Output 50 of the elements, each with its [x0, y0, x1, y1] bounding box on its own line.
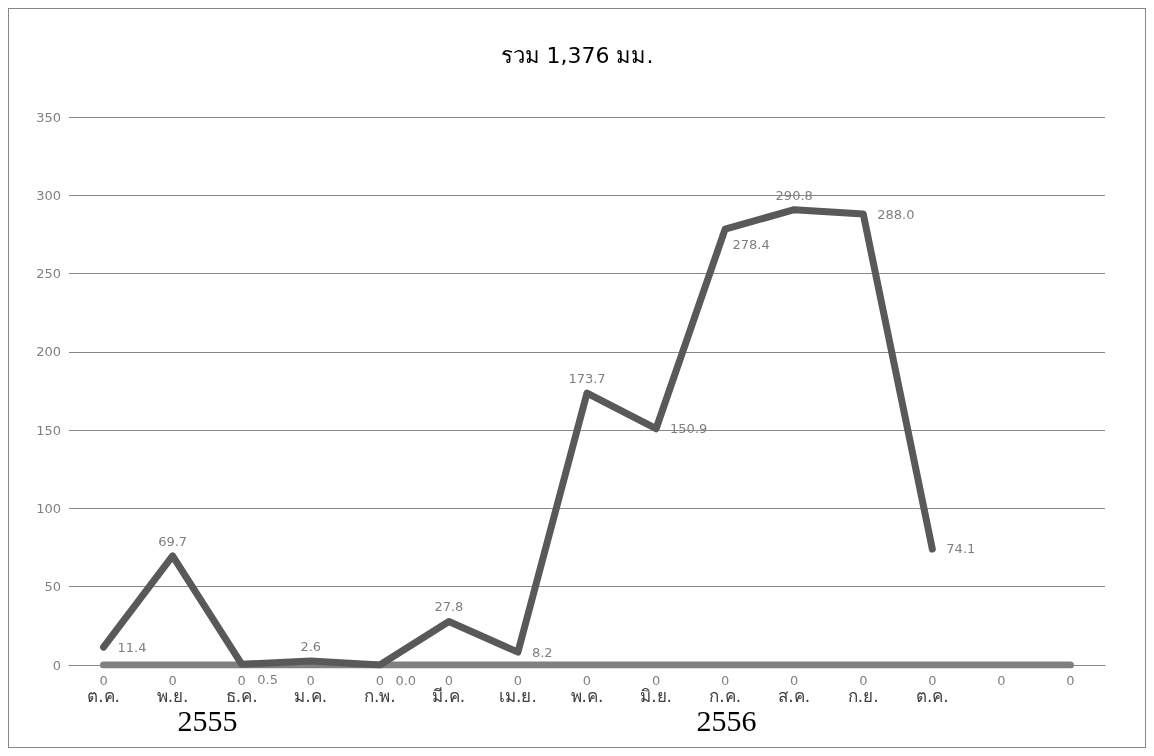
data-label: 8.2: [531, 644, 553, 660]
y-tick-label: 0: [52, 657, 61, 673]
x-tick-label: พ.ค.: [570, 685, 604, 706]
y-tick-label: 350: [36, 109, 61, 125]
x-tick-label: เม.ย.: [499, 685, 537, 706]
x-tick-label: ธ.ค.: [225, 685, 258, 706]
data-label: 288.0: [877, 206, 915, 222]
data-label: 0: [651, 673, 661, 688]
text: 2555: [177, 703, 238, 737]
y-tick-label: 300: [36, 187, 61, 203]
data-label: 27.8: [434, 599, 464, 615]
y-tick-label: 150: [36, 422, 61, 438]
x-tick-label: ม.ค.: [294, 685, 328, 706]
data-label: 0: [513, 673, 523, 688]
x-tick-label: ส.ค.: [778, 685, 811, 706]
data-label: 0.5: [257, 672, 279, 688]
x-tick-label: มิ.ย.: [640, 685, 672, 706]
data-label: 0: [375, 673, 384, 688]
data-label: 0: [720, 673, 730, 688]
chart-title: รวม 1,376 มม.: [500, 42, 654, 68]
data-label: 0: [168, 673, 177, 688]
data-label: 0: [1066, 673, 1075, 688]
data-label: 69.7: [158, 533, 188, 549]
data-label: 0: [444, 673, 454, 688]
x-tick-label: ต.ค.: [915, 685, 949, 706]
data-label: 0: [306, 673, 315, 688]
x-tick-label: มี.ค.: [432, 685, 466, 706]
data-label: 173.7: [568, 371, 606, 387]
data-label: 0: [582, 673, 592, 688]
y-tick-label: 50: [44, 579, 61, 595]
data-label: 2.6: [300, 638, 322, 654]
data-label: 0.0: [395, 673, 417, 688]
data-label: 0: [928, 673, 937, 688]
data-label: 0: [99, 673, 108, 688]
data-label: 0: [237, 673, 246, 688]
data-label: 0: [997, 673, 1006, 688]
x-tick-label: ก.ค.: [709, 685, 742, 706]
x-tick-label: ก.พ.: [363, 685, 396, 706]
data-label: 11.4: [117, 639, 147, 655]
x-tick-label: พ.ย.: [156, 685, 189, 706]
y-tick-label: 100: [36, 500, 61, 516]
x-tick-label: ต.ค.: [87, 685, 120, 706]
y-tick-label: 250: [36, 266, 61, 282]
x-tick-label: ก.ย.: [847, 685, 879, 706]
y-tick-label: 200: [36, 344, 61, 360]
data-label: 0: [859, 673, 868, 688]
data-label: 0: [790, 673, 799, 688]
text: 2556: [696, 703, 757, 737]
data-label: 278.4: [732, 237, 770, 253]
data-label: 74.1: [946, 541, 976, 557]
